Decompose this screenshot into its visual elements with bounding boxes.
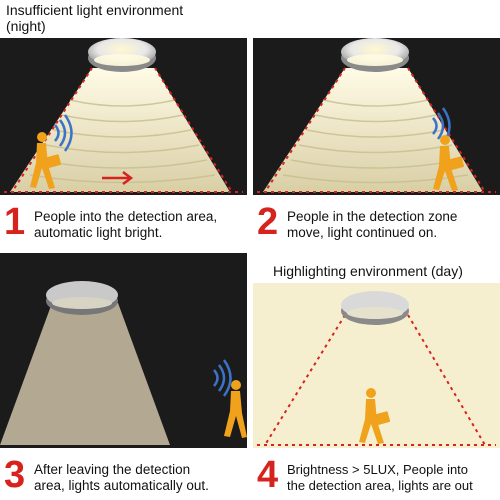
walking-person-icon <box>224 380 247 438</box>
ceiling-lamp <box>46 281 118 315</box>
walking-person-icon <box>359 388 391 444</box>
arrow-right-icon <box>102 171 134 185</box>
caption-line: automatic light bright. <box>34 225 163 240</box>
ceiling-lamp <box>88 38 156 72</box>
step-number: 4 <box>257 454 279 496</box>
panel-3-caption: 3 After leaving the detection area, ligh… <box>0 253 247 500</box>
caption-line: People into the detection area, <box>34 209 218 224</box>
ceiling-lamp <box>341 38 409 72</box>
night-scene-lit <box>0 0 247 195</box>
night-scene-lit <box>253 0 500 195</box>
panel-4-title: Highlighting environment (day) <box>273 263 463 279</box>
light-beam-off <box>0 303 170 445</box>
sensor-wave-icon <box>213 359 232 397</box>
panel-1-caption: 1 People into the detection area, automa… <box>0 0 247 247</box>
panel-1-title: Insufficient light environment (night) <box>6 2 184 34</box>
step-number: 3 <box>4 454 26 496</box>
night-scene-off <box>0 253 247 448</box>
panel-3: 3 After leaving the detection area, ligh… <box>0 253 247 500</box>
walking-person-icon <box>30 132 62 189</box>
walking-person-icon <box>433 135 465 191</box>
caption-line: area, lights automatically out. <box>34 478 209 493</box>
panel-4-caption: 4 Brightness > 5LUX, People into the det… <box>253 253 500 500</box>
caption-line: Brightness > 5LUX, People into <box>287 462 469 477</box>
panel-1: Insufficient light environment (night) 1… <box>0 0 247 247</box>
day-scene <box>253 253 500 448</box>
panel-4: Highlighting environment (day) 4 Brightn… <box>253 253 500 500</box>
panel-2: 2 People in the detection zone move, lig… <box>253 0 500 247</box>
caption-line: the detection area, lights are out <box>287 478 473 493</box>
caption-line: After leaving the detection <box>34 462 191 477</box>
caption-line: People in the detection zone <box>287 209 458 224</box>
caption-line: move, light continued on. <box>287 225 438 240</box>
step-number: 2 <box>257 201 279 243</box>
panel-2-caption: 2 People in the detection zone move, lig… <box>253 0 500 247</box>
sensor-wave-icon <box>54 114 73 152</box>
light-beam <box>10 68 230 192</box>
ceiling-lamp <box>341 291 409 325</box>
step-number: 1 <box>4 201 26 243</box>
